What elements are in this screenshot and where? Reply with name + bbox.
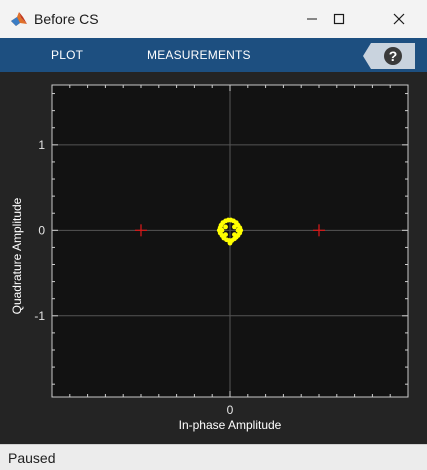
maximize-button[interactable] [316,0,362,38]
close-icon [393,13,405,25]
tab-measurements[interactable]: MEASUREMENTS [147,48,251,62]
received-symbol-point [223,232,228,237]
status-bar: Paused [0,444,427,470]
status-text: Paused [8,450,56,466]
matlab-logo-icon [10,10,28,28]
x-tick-label: 0 [227,403,234,417]
x-axis-label: In-phase Amplitude [179,418,282,432]
maximize-icon [333,13,345,25]
y-tick-label: -1 [34,309,45,323]
constellation-plot-panel: 0 1 0 -1 In-phase Amplitude Quadrature Amplit… [0,72,427,444]
received-symbol-point [232,232,237,237]
reference-constellation-point [313,224,325,237]
minimize-button[interactable] [289,0,335,38]
received-symbol-point [223,224,228,230]
close-button[interactable] [376,0,422,38]
toolstrip: PLOT MEASUREMENTS [0,38,427,72]
received-symbol-point [232,224,237,230]
window-titlebar: Before CS [0,0,427,38]
constellation-chart[interactable]: 0 1 0 -1 In-phase Amplitude Quadrature Amplit… [0,72,427,444]
reference-constellation-point [135,224,147,237]
y-tick-label: 1 [38,138,45,152]
svg-text:?: ? [389,48,398,64]
y-axis-label: Quadrature Amplitude [10,197,24,314]
minimize-icon [306,13,318,25]
y-tick-label: 0 [38,223,45,237]
received-symbol-point [227,240,233,246]
help-question-icon: ? [383,46,403,66]
tab-plot[interactable]: PLOT [51,48,84,62]
window-title: Before CS [34,11,99,27]
help-button[interactable]: ? [363,43,415,69]
